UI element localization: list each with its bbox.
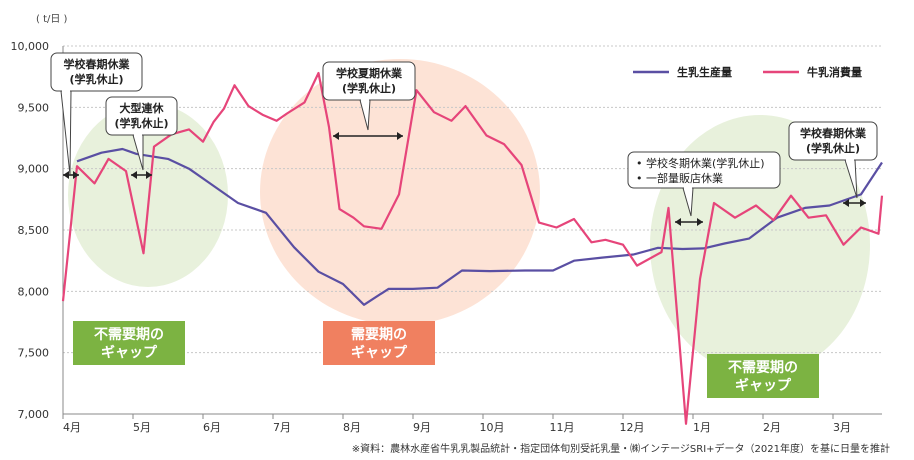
y-tick-label: 9,000 [18, 163, 50, 176]
x-tick-label: 6月 [203, 421, 221, 434]
series-line-2 [61, 71, 884, 425]
arrow-spring-end-head-left [843, 199, 849, 207]
bubble-spring [68, 103, 228, 287]
arrow-spring-head-right [73, 171, 79, 179]
gap-label-text-line: 不需要期の [728, 359, 798, 376]
callout-label: • 学校冬期休業(学乳休止) [636, 156, 765, 170]
x-tick-label: 4月 [63, 421, 81, 434]
x-tick-label: 12月 [620, 421, 645, 434]
callout-label-line: (学乳休止) [342, 81, 396, 95]
x-tick-label: 7月 [273, 421, 291, 434]
gap-label-text: 不需要期のギャップ [728, 359, 798, 394]
callout-box [50, 52, 143, 92]
gap-label-text-line: 需要期の [351, 326, 407, 343]
callout-label-line: 学校春期休業 [800, 126, 867, 140]
callout-label-line: (学乳休止) [69, 72, 123, 86]
y-tick-label: 8,000 [18, 285, 50, 298]
arrow-winter-head-right [697, 218, 703, 226]
callout-tail [132, 134, 144, 171]
callout-label-line: 学校夏期休業 [336, 66, 403, 80]
highlight-bubbles [68, 59, 870, 375]
x-tick-label: 9月 [413, 421, 431, 434]
gap-label-text-line: 不需要期の [94, 326, 164, 343]
arrow-gw-head-left [131, 171, 137, 179]
x-tick-label: 2月 [763, 421, 781, 434]
y-tick-label: 7,500 [18, 347, 50, 360]
callout-box [788, 121, 878, 161]
gap-label-box [707, 354, 819, 398]
arrow-spring-end-head-right [860, 199, 866, 207]
series-lines [61, 71, 884, 425]
x-tick-label: 5月 [133, 421, 151, 434]
callout-box [627, 151, 781, 189]
callouts: 学校春期休業(学乳休止)大型連休(学乳休止)学校夏期休業(学乳休止)• 学校冬期… [50, 52, 878, 217]
arrow-spring-head-left [63, 171, 69, 179]
x-axis: 4月 5月 6月 7月 8月 9月 10月 11月 12月 1月 2月 3月 [62, 413, 882, 434]
callout-label: • 一部量販店休業 [636, 171, 723, 185]
callout-label-line: (学乳休止) [114, 116, 168, 130]
callout-label-line: 大型連休 [120, 101, 165, 115]
source-note: ※資料：農林水産省牛乳乳製品統計・指定団体旬別受託乳量・㈱インテージSRI+デー… [352, 442, 890, 455]
callout-tail [844, 159, 858, 199]
y-tick-label: 8,500 [18, 224, 50, 237]
callout-label: 大型連休(学乳休止) [114, 101, 168, 130]
x-tick-label: 3月 [833, 421, 851, 434]
callout-label: 学校春期休業(学乳休止) [800, 126, 867, 155]
x-tick-label: 1月 [693, 421, 711, 434]
y-unit-label: ( t/日 ) [36, 14, 68, 25]
arrow-gw-head-right [146, 171, 152, 179]
arrow-summer-head-left [333, 132, 339, 140]
callout-tail [60, 90, 72, 176]
legend-label: 生乳生産量 [677, 65, 732, 79]
callout-tail [682, 187, 694, 217]
gap-label-box [323, 321, 435, 365]
x-tick-label: 10月 [480, 421, 505, 434]
gap-label-text: 需要期のギャップ [351, 326, 408, 361]
gap-label-box [73, 321, 185, 365]
gap-label-text-line: ギャップ [101, 344, 158, 361]
callout-label: 学校春期休業(学乳休止) [64, 57, 131, 86]
gap-label-text: 不需要期のギャップ [94, 326, 164, 361]
y-tick-label: 7,000 [18, 408, 50, 421]
gap-label-text-line: ギャップ [351, 344, 408, 361]
period-arrows [63, 132, 866, 226]
y-tick-label: 9,500 [18, 101, 50, 114]
arrow-winter-head-left [675, 218, 681, 226]
x-tick-label: 8月 [343, 421, 361, 434]
x-tick-label: 11月 [550, 421, 575, 434]
arrow-summer-head-right [397, 132, 403, 140]
legend-label: 牛乳消費量 [807, 65, 862, 79]
legend: 生乳生産量 牛乳消費量 [633, 65, 862, 79]
series-line-1 [76, 147, 883, 306]
y-axis: 7,000 7,500 8,000 8,500 9,000 9,500 10,000 [11, 40, 50, 421]
y-tick-label: 10,000 [11, 40, 50, 53]
callout-tail [359, 99, 371, 131]
callout-label-line: (学乳休止) [806, 141, 860, 155]
callout-label-line: 学校春期休業 [64, 57, 131, 71]
callout-label: 学校夏期休業(学乳休止) [336, 66, 403, 95]
gap-label-text-line: ギャップ [735, 377, 792, 394]
